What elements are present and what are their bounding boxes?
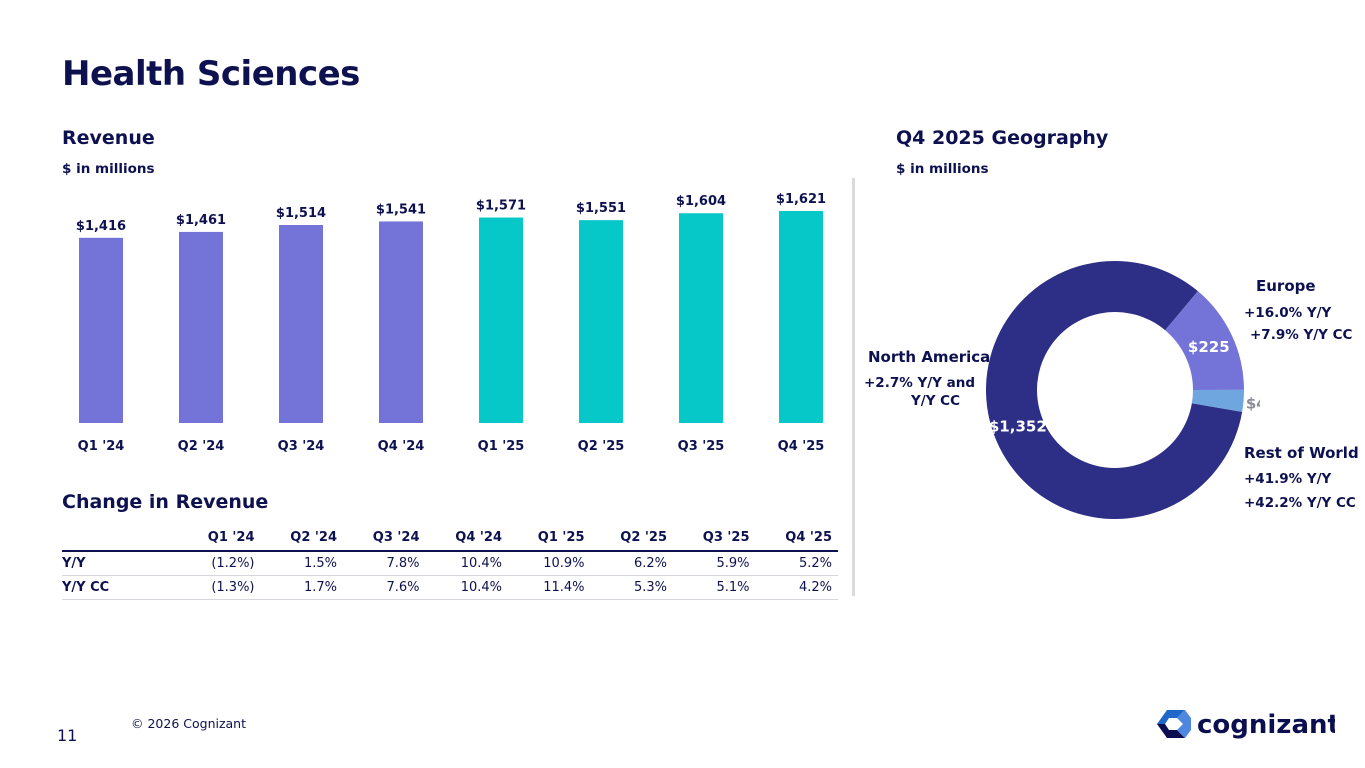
revenue-bar (79, 237, 123, 423)
north-america-growth: +2.7% Y/Y and (864, 375, 976, 391)
logo-wordmark: cognizant (1197, 710, 1335, 740)
row-label: Y/Y CC (62, 575, 178, 600)
bar-value-label: $1,571 (476, 199, 526, 214)
revenue-bar (179, 231, 223, 423)
table-row: Y/Y (1.2%) 1.5% 7.8% 10.4% 10.9% 6.2% 5.… (62, 551, 838, 576)
page-number: 11 (57, 726, 78, 745)
table-cell: 5.9% (673, 551, 756, 576)
table-cell: (1.3%) (178, 575, 261, 600)
table-header-cell: Q4 '25 (755, 528, 838, 552)
table-cell: 6.2% (590, 551, 673, 576)
north-america-label: North America (868, 348, 991, 366)
europe-slice (1165, 291, 1244, 390)
table-cell: 1.5% (260, 551, 343, 576)
bar-value-label: $1,514 (276, 206, 326, 221)
north-america-value: $1,352 (989, 418, 1047, 436)
europe-growth-cc: +7.9% Y/Y CC (1250, 327, 1353, 343)
revenue-bar (779, 211, 823, 423)
north-america-slice (986, 261, 1243, 519)
bar-category-label: Q2 '24 (178, 439, 225, 454)
europe-growth: +16.0% Y/Y (1244, 305, 1332, 321)
europe-label: Europe (1256, 277, 1316, 295)
bar-value-label: $1,604 (676, 194, 726, 209)
table-header-cell: Q1 '25 (508, 528, 591, 552)
table-header-cell: Q4 '24 (425, 528, 508, 552)
table-cell: (1.2%) (178, 551, 261, 576)
bar-value-label: $1,621 (776, 192, 826, 207)
revenue-bar (579, 220, 623, 423)
table-cell: 1.7% (260, 575, 343, 600)
bar-category-label: Q2 '25 (578, 439, 625, 454)
revenue-bar (479, 217, 523, 423)
table-cell: 4.2% (755, 575, 838, 600)
row-label: Y/Y (62, 551, 178, 576)
page-title: Health Sciences (62, 54, 360, 94)
bar-category-label: Q3 '24 (278, 439, 325, 454)
revenue-bar (379, 221, 423, 423)
table-row: Y/Y CC (1.3%) 1.7% 7.6% 10.4% 11.4% 5.3%… (62, 575, 838, 600)
cognizant-logo-icon: cognizant (1157, 710, 1340, 740)
table-header-cell: Q3 '25 (673, 528, 756, 552)
bar-value-label: $1,551 (576, 201, 626, 216)
north-america-growth-cc: Y/Y CC (911, 393, 960, 409)
geography-donut-chart: $1,352 $225 $44 (986, 261, 1260, 519)
rest-of-world-slice (1191, 389, 1244, 412)
bar-category-label: Q1 '24 (78, 439, 125, 454)
change-title: Change in Revenue (62, 491, 269, 513)
revenue-title: Revenue (62, 127, 155, 149)
table-cell: 7.6% (343, 575, 426, 600)
rest-of-world-label: Rest of World (1244, 444, 1359, 462)
table-cell: 5.3% (590, 575, 673, 600)
bar-category-label: Q4 '24 (378, 439, 425, 454)
table-cell: 11.4% (508, 575, 591, 600)
table-header-cell: Q2 '25 (590, 528, 673, 552)
table-header-blank (62, 528, 178, 552)
section-divider (852, 178, 855, 596)
geography-title: Q4 2025 Geography (896, 127, 1109, 149)
bar-value-label: $1,541 (376, 202, 426, 217)
table-header-cell: Q2 '24 (260, 528, 343, 552)
table-header-cell: Q1 '24 (178, 528, 261, 552)
revenue-units: $ in millions (62, 161, 155, 177)
geography-units: $ in millions (896, 161, 989, 177)
rest-of-world-growth-cc: +42.2% Y/Y CC (1244, 495, 1356, 511)
revenue-bar (679, 213, 723, 423)
bar-category-label: Q4 '25 (778, 439, 825, 454)
table-cell: 10.9% (508, 551, 591, 576)
table-cell: 5.2% (755, 551, 838, 576)
revenue-bar (279, 224, 323, 423)
revenue-bar-chart: $1,416 Q1 '24 $1,461 Q2 '24 $1,514 Q3 '24 $1,5… (76, 192, 826, 454)
bar-category-label: Q3 '25 (678, 439, 725, 454)
cognizant-logo: cognizant (1155, 706, 1340, 746)
bar-category-label: Q1 '25 (478, 439, 525, 454)
bar-value-label: $1,461 (176, 213, 226, 228)
table-cell: 7.8% (343, 551, 426, 576)
table-cell: 5.1% (673, 575, 756, 600)
table-cell: 10.4% (425, 575, 508, 600)
rest-of-world-growth: +41.9% Y/Y (1244, 471, 1332, 487)
table-cell: 10.4% (425, 551, 508, 576)
europe-value: $225 (1188, 338, 1230, 356)
table-header-row: Q1 '24 Q2 '24 Q3 '24 Q4 '24 Q1 '25 Q2 '2… (62, 528, 838, 552)
bar-value-label: $1,416 (76, 219, 126, 234)
table-header-cell: Q3 '24 (343, 528, 426, 552)
change-in-revenue-table: Q1 '24 Q2 '24 Q3 '24 Q4 '24 Q1 '25 Q2 '2… (62, 528, 838, 600)
rest-of-world-value: $44 (1246, 394, 1260, 412)
copyright: © 2026 Cognizant (131, 716, 247, 731)
